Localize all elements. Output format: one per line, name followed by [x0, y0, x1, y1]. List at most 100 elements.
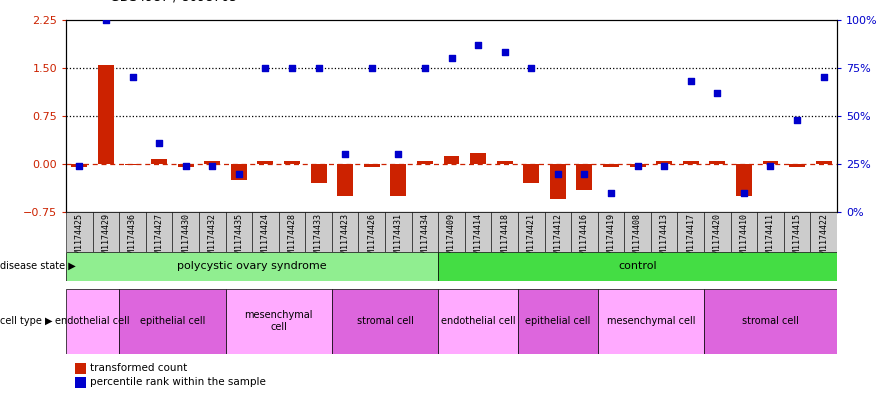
Text: polycystic ovary syndrome: polycystic ovary syndrome: [177, 261, 327, 271]
Bar: [66, 252, 438, 281]
Bar: [730, 212, 757, 252]
Bar: [332, 212, 359, 252]
Bar: [75, 363, 85, 374]
Point: [179, 163, 193, 169]
Bar: [311, 164, 327, 183]
Bar: [93, 212, 119, 252]
Text: transformed count: transformed count: [90, 364, 188, 373]
Bar: [390, 164, 406, 196]
Point: [764, 163, 778, 169]
Bar: [630, 164, 646, 167]
Bar: [789, 164, 805, 167]
Bar: [231, 164, 247, 180]
Bar: [816, 161, 832, 164]
Bar: [337, 164, 353, 196]
Bar: [146, 212, 173, 252]
Bar: [411, 212, 438, 252]
Bar: [709, 161, 725, 164]
Point: [125, 74, 139, 81]
Text: GSM1174411: GSM1174411: [766, 213, 775, 263]
Bar: [75, 376, 85, 387]
Bar: [199, 212, 226, 252]
Text: GSM1174427: GSM1174427: [154, 213, 164, 263]
Bar: [518, 289, 597, 354]
Text: percentile rank within the sample: percentile rank within the sample: [90, 377, 266, 387]
Bar: [651, 212, 677, 252]
Text: disease state ▶: disease state ▶: [0, 261, 76, 271]
Bar: [66, 212, 93, 252]
Text: mesenchymal cell: mesenchymal cell: [607, 316, 695, 326]
Text: stromal cell: stromal cell: [357, 316, 413, 326]
Bar: [173, 212, 199, 252]
Text: GSM1174424: GSM1174424: [261, 213, 270, 263]
Point: [391, 151, 405, 158]
Point: [338, 151, 352, 158]
Bar: [119, 212, 146, 252]
Bar: [152, 159, 167, 164]
Bar: [571, 212, 597, 252]
Point: [737, 190, 751, 196]
Point: [790, 117, 804, 123]
Point: [205, 163, 219, 169]
Bar: [438, 252, 837, 281]
Bar: [757, 212, 784, 252]
Bar: [656, 161, 672, 164]
Text: GSM1174421: GSM1174421: [527, 213, 536, 263]
Bar: [544, 212, 571, 252]
Text: GSM1174426: GSM1174426: [367, 213, 376, 263]
Bar: [278, 212, 306, 252]
Bar: [704, 212, 730, 252]
Text: GDS4987 / 8098705: GDS4987 / 8098705: [110, 0, 237, 4]
Bar: [625, 212, 651, 252]
Text: GSM1174428: GSM1174428: [287, 213, 297, 263]
Bar: [784, 212, 811, 252]
Text: GSM1174408: GSM1174408: [633, 213, 642, 263]
Text: GSM1174430: GSM1174430: [181, 213, 190, 263]
Point: [631, 163, 645, 169]
Point: [232, 171, 246, 177]
Bar: [332, 289, 438, 354]
Text: endothelial cell: endothelial cell: [56, 316, 130, 326]
Point: [551, 171, 565, 177]
Bar: [597, 289, 704, 354]
Point: [498, 49, 512, 55]
Bar: [178, 164, 194, 167]
Bar: [465, 212, 492, 252]
Point: [604, 190, 618, 196]
Point: [657, 163, 671, 169]
Text: epithelial cell: epithelial cell: [140, 316, 205, 326]
Text: GSM1174419: GSM1174419: [606, 213, 616, 263]
Text: mesenchymal
cell: mesenchymal cell: [245, 310, 313, 332]
Bar: [284, 161, 300, 164]
Point: [817, 74, 831, 81]
Text: GSM1174410: GSM1174410: [739, 213, 749, 263]
Bar: [492, 212, 518, 252]
Bar: [98, 64, 114, 164]
Point: [418, 64, 432, 71]
Bar: [597, 212, 625, 252]
Bar: [811, 212, 837, 252]
Bar: [603, 164, 619, 167]
Bar: [257, 161, 273, 164]
Text: GSM1174425: GSM1174425: [75, 213, 84, 263]
Text: GSM1174429: GSM1174429: [101, 213, 110, 263]
Bar: [683, 161, 699, 164]
Bar: [66, 289, 119, 354]
Text: GSM1174431: GSM1174431: [394, 213, 403, 263]
Point: [258, 64, 272, 71]
Text: GSM1174420: GSM1174420: [713, 213, 722, 263]
Text: epithelial cell: epithelial cell: [525, 316, 590, 326]
Bar: [550, 164, 566, 199]
Bar: [226, 212, 252, 252]
Text: GSM1174418: GSM1174418: [500, 213, 509, 263]
Bar: [518, 212, 544, 252]
Point: [72, 163, 86, 169]
Bar: [364, 164, 380, 167]
Text: control: control: [618, 261, 657, 271]
Bar: [443, 156, 460, 164]
Text: GSM1174436: GSM1174436: [128, 213, 137, 263]
Point: [444, 55, 458, 61]
Point: [99, 17, 113, 23]
Text: GSM1174433: GSM1174433: [315, 213, 323, 263]
Point: [710, 90, 724, 96]
